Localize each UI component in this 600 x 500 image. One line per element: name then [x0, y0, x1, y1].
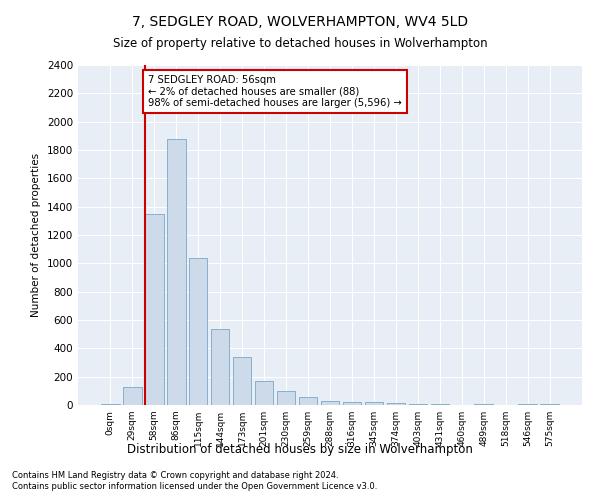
Bar	[475, 404, 493, 405]
Bar	[409, 404, 427, 405]
Text: 7, SEDGLEY ROAD, WOLVERHAMPTON, WV4 5LD: 7, SEDGLEY ROAD, WOLVERHAMPTON, WV4 5LD	[132, 15, 468, 29]
Bar	[145, 214, 164, 405]
Bar	[277, 391, 295, 405]
Bar	[101, 404, 119, 405]
Bar	[233, 357, 251, 405]
Y-axis label: Number of detached properties: Number of detached properties	[31, 153, 41, 317]
Bar	[431, 404, 449, 405]
Bar	[320, 401, 340, 405]
Text: Size of property relative to detached houses in Wolverhampton: Size of property relative to detached ho…	[113, 38, 487, 51]
Bar	[255, 381, 274, 405]
Bar	[343, 402, 361, 405]
Text: Distribution of detached houses by size in Wolverhampton: Distribution of detached houses by size …	[127, 442, 473, 456]
Text: Contains public sector information licensed under the Open Government Licence v3: Contains public sector information licen…	[12, 482, 377, 491]
Bar	[541, 404, 559, 405]
Text: 7 SEDGLEY ROAD: 56sqm
← 2% of detached houses are smaller (88)
98% of semi-detac: 7 SEDGLEY ROAD: 56sqm ← 2% of detached h…	[148, 75, 402, 108]
Bar	[365, 402, 383, 405]
Text: Contains HM Land Registry data © Crown copyright and database right 2024.: Contains HM Land Registry data © Crown c…	[12, 470, 338, 480]
Bar	[123, 386, 142, 405]
Bar	[211, 329, 229, 405]
Bar	[167, 138, 185, 405]
Bar	[299, 397, 317, 405]
Bar	[189, 258, 208, 405]
Bar	[386, 403, 405, 405]
Bar	[518, 404, 537, 405]
